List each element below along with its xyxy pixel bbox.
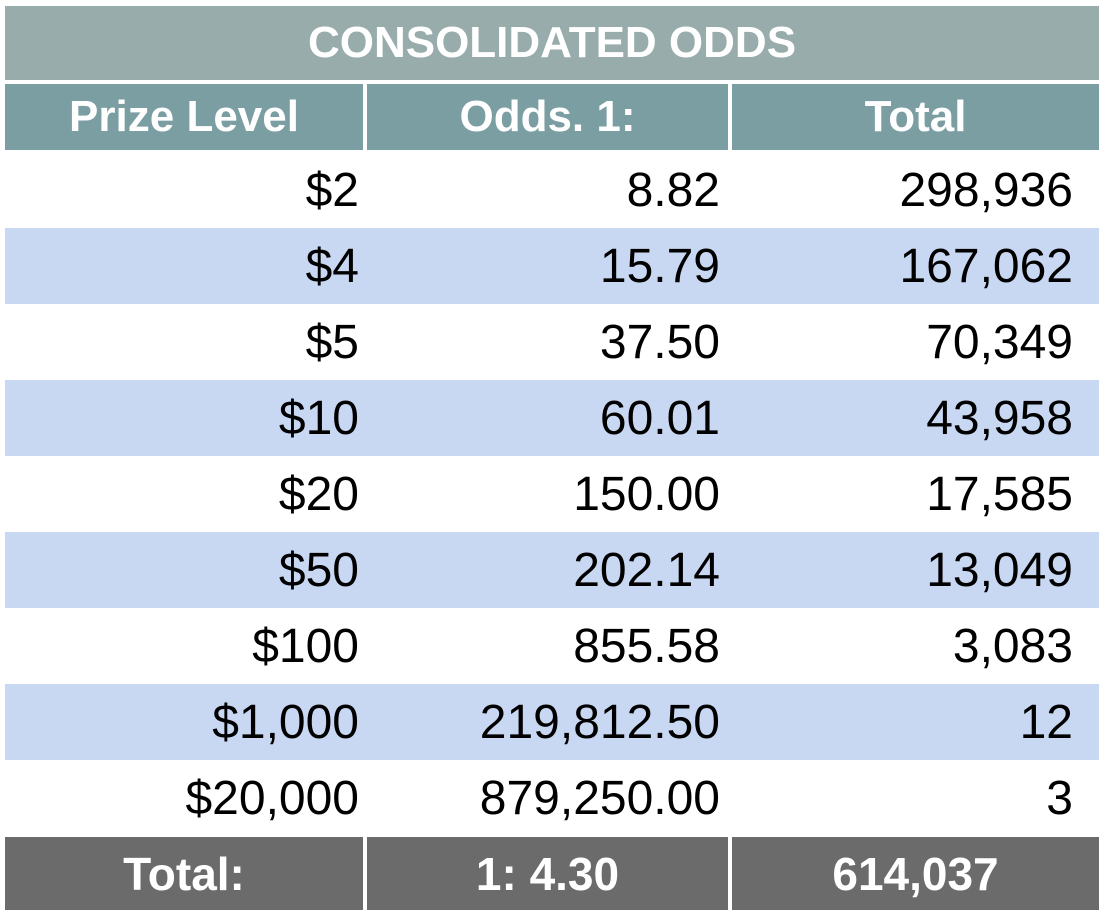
odds-cell: 60.01 <box>599 391 720 445</box>
table-row: $2 8.82 298,936 <box>5 152 1099 228</box>
table-row: $20 150.00 17,585 <box>5 456 1099 532</box>
table-row: $100 855.58 3,083 <box>5 608 1099 684</box>
total-row: Total: 1: 4.30 614,037 <box>5 837 1099 910</box>
header-total: Total <box>732 84 1099 150</box>
total-cell: 43,958 <box>926 391 1073 445</box>
total-cell: 298,936 <box>899 163 1073 217</box>
odds-cell: 202.14 <box>573 543 720 597</box>
total-odds: 1: 4.30 <box>367 837 732 910</box>
table-row: $4 15.79 167,062 <box>5 228 1099 304</box>
prize-cell: $1,000 <box>212 695 359 749</box>
table-title: CONSOLIDATED ODDS <box>5 6 1099 80</box>
odds-cell: 879,250.00 <box>479 771 720 825</box>
prize-cell: $10 <box>278 391 359 445</box>
prize-cell: $2 <box>305 163 359 217</box>
odds-cell: 8.82 <box>626 163 720 217</box>
odds-cell: 150.00 <box>573 467 720 521</box>
total-cell: 70,349 <box>926 315 1073 369</box>
header-row: Prize Level Odds. 1: Total <box>5 84 1099 150</box>
prize-cell: $50 <box>278 543 359 597</box>
table-row: $1,000 219,812.50 12 <box>5 684 1099 760</box>
total-count: 614,037 <box>732 837 1099 910</box>
total-cell: 13,049 <box>926 543 1073 597</box>
total-cell: 12 <box>1019 695 1073 749</box>
table-row: $20,000 879,250.00 3 <box>5 760 1099 836</box>
total-cell: 167,062 <box>899 239 1073 293</box>
odds-cell: 15.79 <box>599 239 720 293</box>
prize-cell: $20,000 <box>185 771 359 825</box>
prize-cell: $5 <box>305 315 359 369</box>
table-row: $5 37.50 70,349 <box>5 304 1099 380</box>
odds-cell: 855.58 <box>573 619 720 673</box>
table-row: $10 60.01 43,958 <box>5 380 1099 456</box>
total-label: Total: <box>5 837 367 910</box>
table-row: $50 202.14 13,049 <box>5 532 1099 608</box>
header-prize-level: Prize Level <box>5 84 367 150</box>
prize-cell: $4 <box>305 239 359 293</box>
prize-cell: $20 <box>278 467 359 521</box>
total-cell: 3,083 <box>952 619 1073 673</box>
odds-cell: 219,812.50 <box>479 695 720 749</box>
odds-cell: 37.50 <box>599 315 720 369</box>
total-cell: 17,585 <box>926 467 1073 521</box>
prize-cell: $100 <box>252 619 359 673</box>
total-cell: 3 <box>1046 771 1073 825</box>
header-odds: Odds. 1: <box>367 84 732 150</box>
